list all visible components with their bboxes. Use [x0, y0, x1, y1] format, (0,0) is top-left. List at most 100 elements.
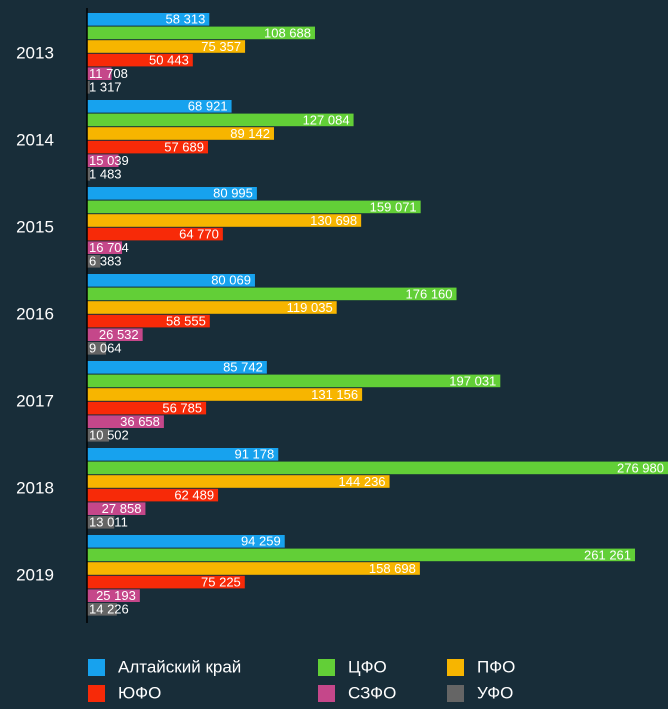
value-label: 1 483 [89, 167, 122, 182]
bar [87, 589, 140, 602]
bar [87, 502, 146, 515]
value-label: 1 317 [89, 80, 122, 95]
bar [87, 448, 279, 461]
value-label: 62 489 [174, 488, 214, 503]
year-label: 2019 [16, 565, 54, 584]
value-label: 176 160 [406, 286, 453, 301]
value-label: 36 658 [120, 414, 160, 429]
value-label: 75 225 [201, 575, 241, 590]
value-label: 13 011 [89, 515, 128, 530]
value-label: 11 708 [89, 66, 128, 81]
legend-label: УФО [477, 683, 513, 702]
legend-swatch [447, 659, 464, 676]
value-label: 261 261 [584, 547, 631, 562]
value-label: 89 142 [230, 126, 270, 141]
value-label: 91 178 [234, 447, 274, 462]
value-label: 127 084 [303, 112, 350, 127]
bar [87, 140, 209, 154]
legend-swatch [88, 685, 105, 702]
bar [87, 81, 90, 94]
value-label: 94 259 [241, 534, 281, 549]
year-label: 2018 [16, 478, 54, 497]
value-label: 64 770 [179, 227, 219, 242]
year-label: 2014 [16, 130, 54, 149]
legend-swatch [447, 685, 464, 702]
value-label: 57 689 [164, 140, 204, 155]
value-label: 159 071 [370, 199, 417, 214]
bar [87, 187, 257, 200]
bar [87, 388, 363, 401]
value-label: 130 698 [310, 213, 357, 228]
value-label: 68 921 [188, 99, 228, 114]
bar [87, 154, 119, 167]
value-label: 15 039 [89, 153, 129, 168]
bar [87, 429, 110, 442]
bar [87, 301, 337, 314]
legend-label: СЗФО [348, 683, 396, 702]
bar [87, 274, 255, 287]
legend-label: ЮФО [118, 683, 161, 702]
value-label: 16 704 [89, 240, 129, 255]
legend-label: ПФО [477, 657, 515, 676]
value-label: 58 313 [166, 12, 206, 27]
value-label: 158 698 [369, 561, 416, 576]
bar [87, 200, 421, 214]
legend-swatch [88, 659, 105, 676]
value-label: 9 064 [89, 341, 122, 356]
legend-swatch [318, 685, 335, 702]
bar [87, 67, 112, 80]
value-label: 10 502 [89, 428, 129, 443]
bar [87, 603, 117, 616]
bar [87, 287, 457, 301]
bar [87, 227, 223, 241]
bar [87, 168, 91, 181]
bar [87, 374, 501, 388]
bar [87, 475, 390, 488]
value-label: 58 555 [166, 314, 206, 329]
bar [87, 562, 420, 575]
value-label: 56 785 [162, 401, 202, 416]
value-label: 276 980 [617, 460, 664, 475]
value-label: 144 236 [339, 474, 386, 489]
legend-label: Алтайский край [118, 657, 241, 676]
bar [87, 40, 246, 53]
bar [87, 53, 193, 67]
value-label: 108 688 [264, 25, 311, 40]
legend-label: ЦФО [348, 657, 387, 676]
value-label: 85 742 [223, 360, 263, 375]
value-label: 6 383 [89, 254, 122, 269]
bar [87, 314, 210, 328]
bar [87, 361, 267, 374]
value-label: 131 156 [311, 387, 358, 402]
bar [87, 575, 245, 589]
bar [87, 488, 219, 502]
bar [87, 516, 115, 529]
value-label: 14 226 [89, 602, 129, 617]
bar [87, 214, 362, 227]
bar [87, 100, 232, 113]
bar [87, 461, 668, 475]
year-label: 2017 [16, 391, 54, 410]
value-label: 27 858 [102, 501, 142, 516]
bar [87, 13, 210, 26]
bar [87, 535, 285, 548]
value-label: 197 031 [449, 373, 496, 388]
value-label: 50 443 [149, 53, 189, 68]
value-label: 80 995 [213, 186, 253, 201]
legend-swatch [318, 659, 335, 676]
value-label: 119 035 [287, 300, 333, 315]
bar [87, 401, 207, 415]
year-label: 2013 [16, 43, 54, 62]
bar [87, 415, 164, 428]
bar [87, 328, 143, 341]
value-label: 80 069 [211, 273, 251, 288]
year-label: 2016 [16, 304, 54, 323]
bar [87, 26, 315, 40]
bar [87, 342, 107, 355]
bar [87, 255, 101, 268]
value-label: 25 193 [96, 588, 136, 603]
value-label: 75 357 [201, 39, 241, 54]
bar [87, 548, 636, 562]
bar [87, 127, 274, 140]
